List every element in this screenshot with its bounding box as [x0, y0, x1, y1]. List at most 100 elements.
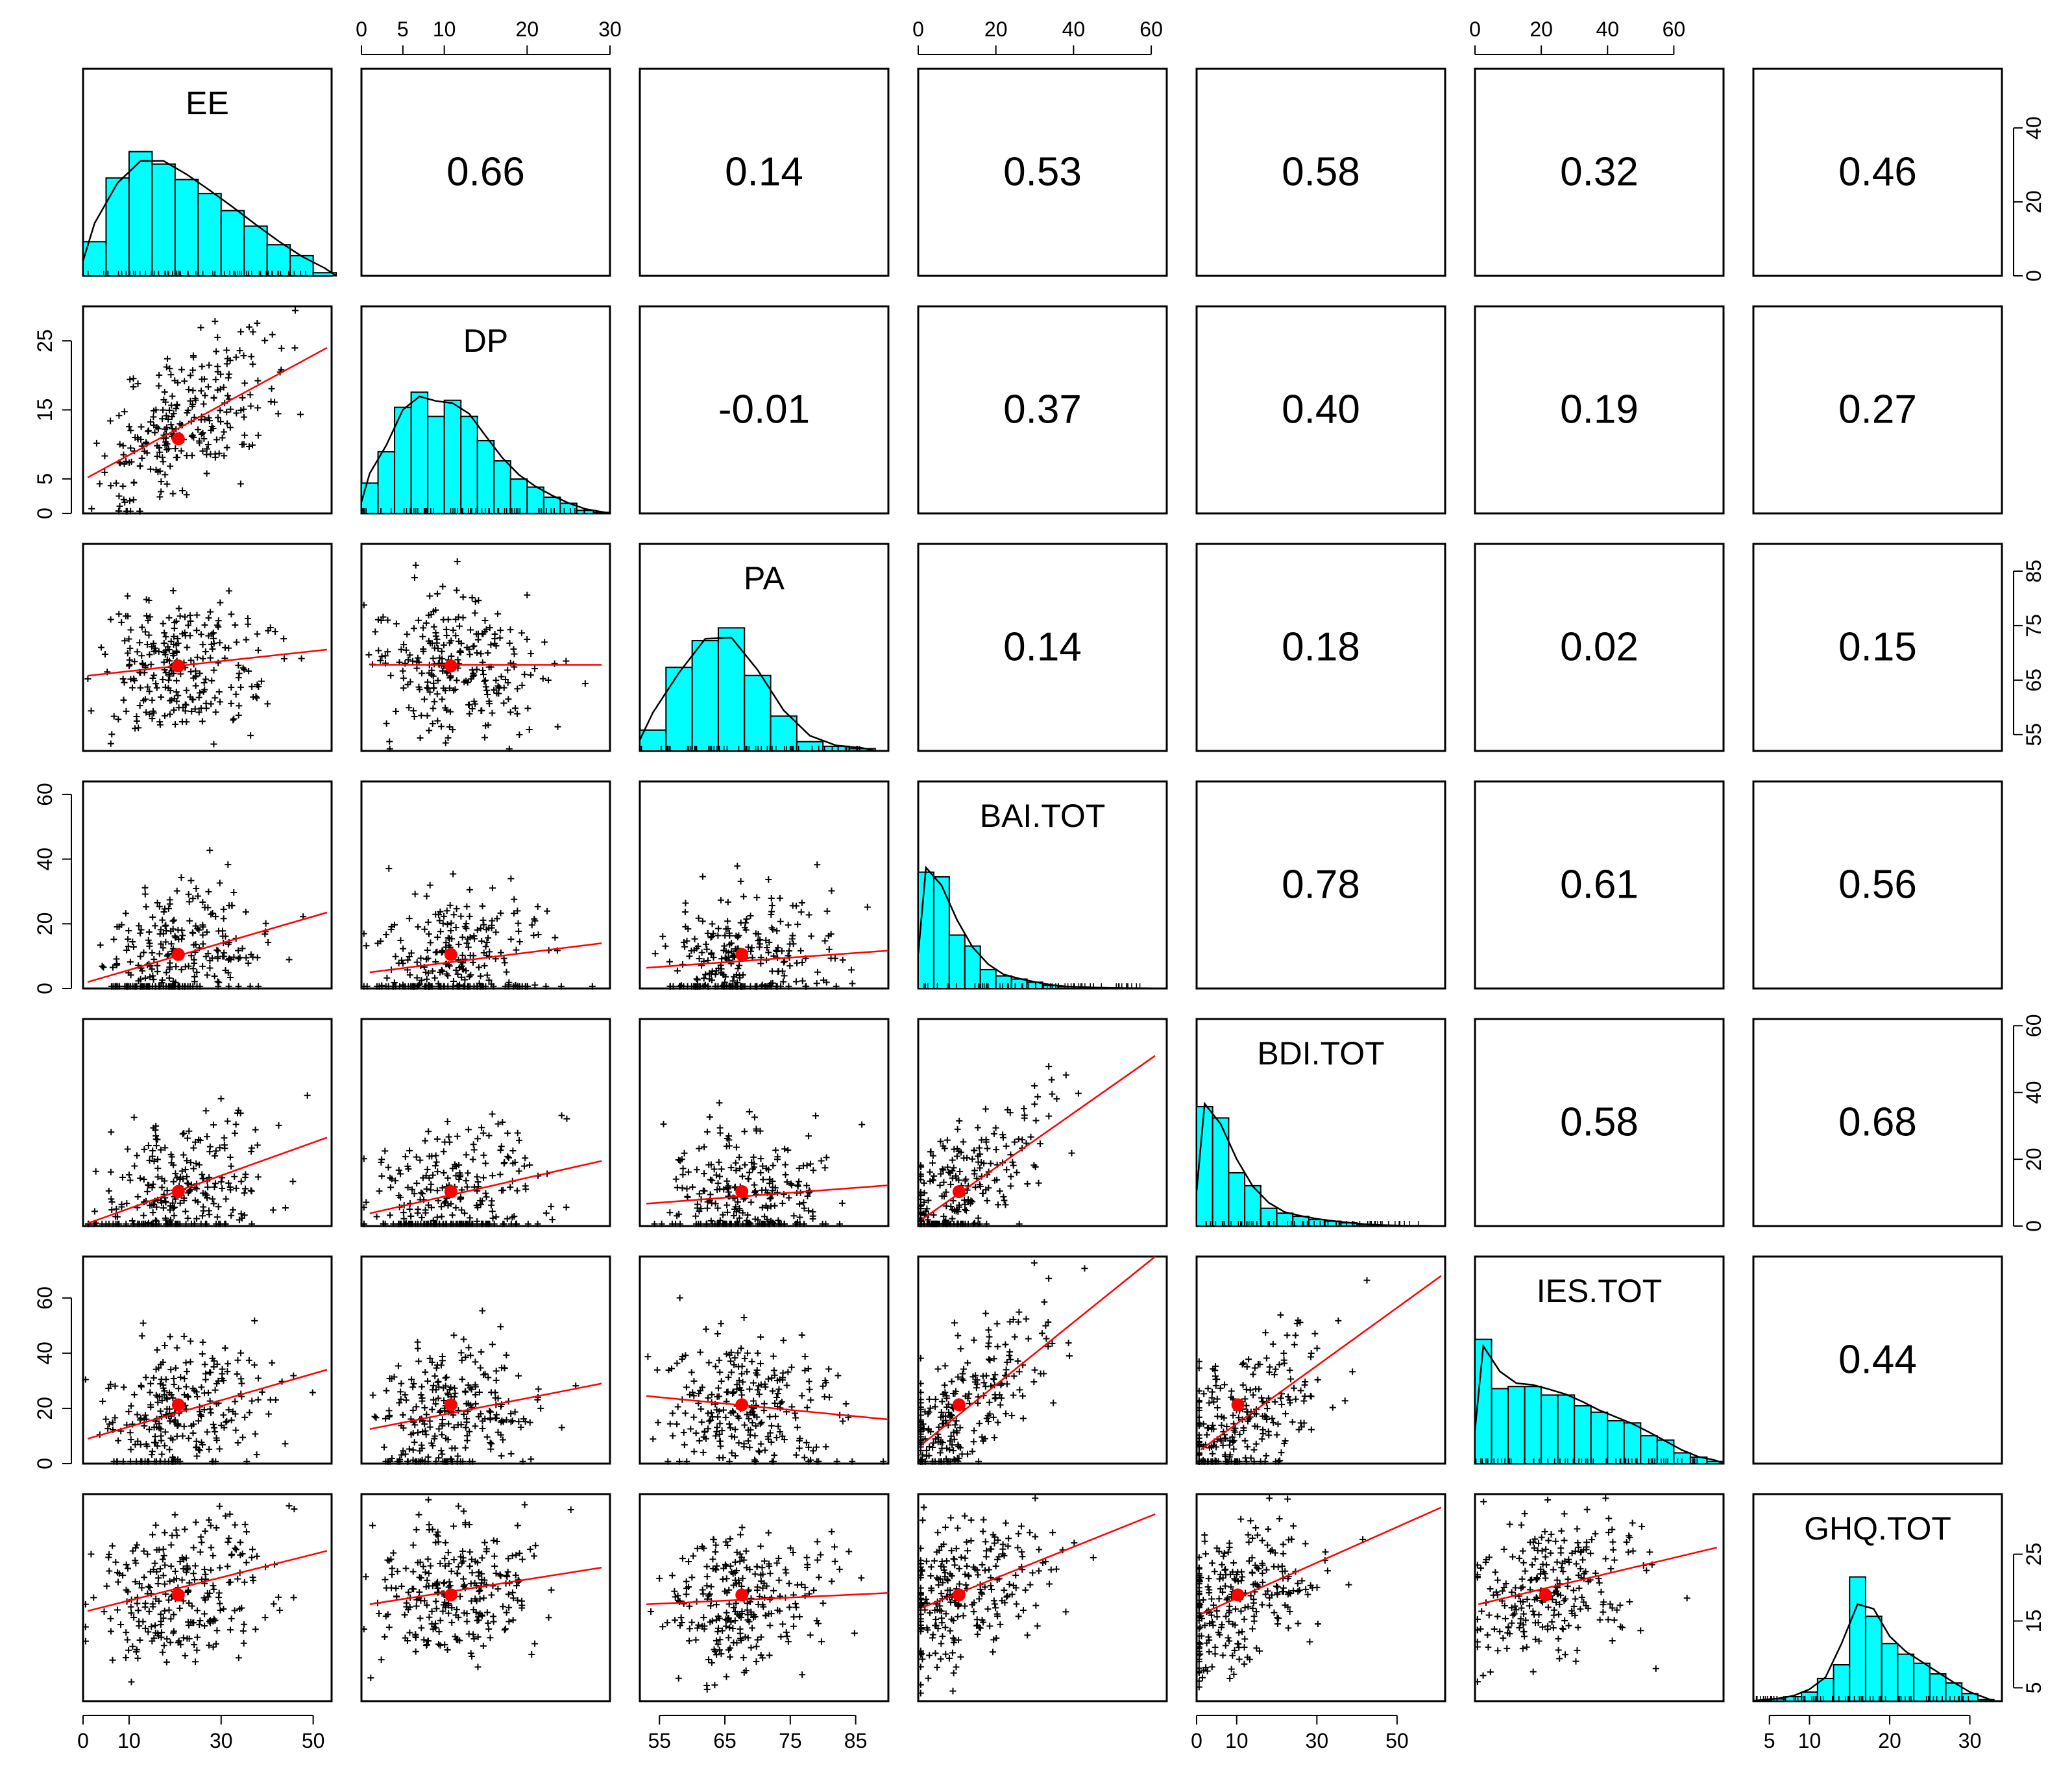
data-point [750, 1153, 757, 1160]
data-point [184, 1368, 191, 1375]
data-point [160, 406, 167, 413]
histogram-bar [1557, 1394, 1576, 1464]
data-point [160, 640, 167, 647]
data-point [728, 1369, 735, 1376]
data-point [445, 935, 452, 942]
data-point [969, 1155, 976, 1162]
data-point [955, 1332, 962, 1339]
panel-EE-IES.TOT [1474, 68, 1725, 277]
data-point [805, 1207, 812, 1214]
data-point [463, 1183, 470, 1190]
data-point [493, 1411, 500, 1418]
data-point [138, 436, 145, 443]
data-point [1011, 1138, 1018, 1146]
data-point [745, 1175, 752, 1183]
data-point [232, 354, 239, 361]
data-point [1261, 1412, 1269, 1419]
data-point [143, 903, 150, 911]
data-point [1006, 1318, 1014, 1325]
data-point [152, 1133, 160, 1140]
data-point [147, 465, 154, 473]
data-point [682, 1410, 689, 1417]
data-point [1250, 1371, 1257, 1378]
correlation-BAI.TOT-BDI.TOT: 0.78 [1282, 863, 1360, 907]
data-point [387, 1184, 395, 1191]
data-point [309, 1389, 316, 1396]
data-point [697, 1349, 704, 1356]
data-point [752, 930, 759, 937]
data-point [1000, 1193, 1007, 1200]
data-point [255, 683, 262, 690]
data-point [971, 1220, 979, 1227]
data-point [842, 1401, 849, 1408]
data-point [431, 698, 438, 706]
data-point [487, 1414, 494, 1421]
data-point [719, 1211, 726, 1218]
data-point [106, 1421, 113, 1428]
data-point [929, 1159, 936, 1166]
data-point [1226, 1437, 1234, 1444]
scatter-BAI.TOT-DP [360, 865, 602, 990]
data-point [1006, 1348, 1014, 1355]
data-point [202, 1107, 210, 1114]
data-point [234, 1575, 241, 1582]
histogram-bar [312, 272, 337, 276]
data-point [360, 930, 367, 937]
data-point [499, 1436, 506, 1443]
data-point [134, 1152, 141, 1159]
data-point [182, 1383, 189, 1390]
data-point [131, 1162, 138, 1170]
data-point [703, 1325, 709, 1332]
data-point [1269, 1340, 1276, 1347]
data-point [1242, 1455, 1249, 1462]
data-point [1206, 1399, 1213, 1406]
data-point [744, 1368, 751, 1375]
histogram-IES.TOT [1474, 1338, 1724, 1465]
data-point [186, 612, 193, 619]
data-point [986, 1357, 993, 1364]
data-point [123, 946, 130, 953]
data-point [676, 983, 683, 990]
data-point [153, 1218, 160, 1225]
data-point [456, 1637, 463, 1644]
data-point [485, 1374, 492, 1381]
data-point [703, 1128, 711, 1135]
data-point [748, 1199, 755, 1206]
data-point [433, 1214, 441, 1221]
data-point [430, 655, 437, 662]
data-point [434, 933, 441, 940]
data-point [169, 1532, 176, 1539]
data-point [491, 1553, 498, 1560]
data-point [446, 1582, 454, 1590]
data-point [475, 1413, 482, 1420]
data-point [682, 1352, 689, 1359]
data-point [769, 968, 776, 975]
data-point [363, 983, 371, 990]
data-point [984, 1343, 992, 1350]
data-point [1229, 1438, 1236, 1445]
data-point [581, 680, 589, 687]
data-point [720, 982, 727, 989]
data-point [683, 937, 690, 944]
data-point [726, 1220, 733, 1227]
data-point [443, 626, 450, 633]
data-point [1007, 1356, 1014, 1363]
data-point [291, 1506, 298, 1513]
data-point [160, 1205, 167, 1212]
data-point [230, 889, 238, 896]
data-point [378, 617, 385, 624]
data-point [198, 1439, 205, 1446]
data-point [194, 1634, 201, 1641]
data-point [770, 1353, 777, 1360]
data-point [413, 658, 420, 665]
data-point [956, 1118, 963, 1124]
data-point [497, 909, 504, 916]
data-point [1226, 1453, 1233, 1460]
data-point [489, 1208, 496, 1215]
data-point [124, 650, 131, 657]
data-point [504, 667, 511, 674]
data-point [432, 1400, 439, 1407]
data-point [225, 1535, 232, 1542]
data-point [506, 640, 513, 647]
scatter-IES.TOT-EE [82, 1317, 328, 1465]
